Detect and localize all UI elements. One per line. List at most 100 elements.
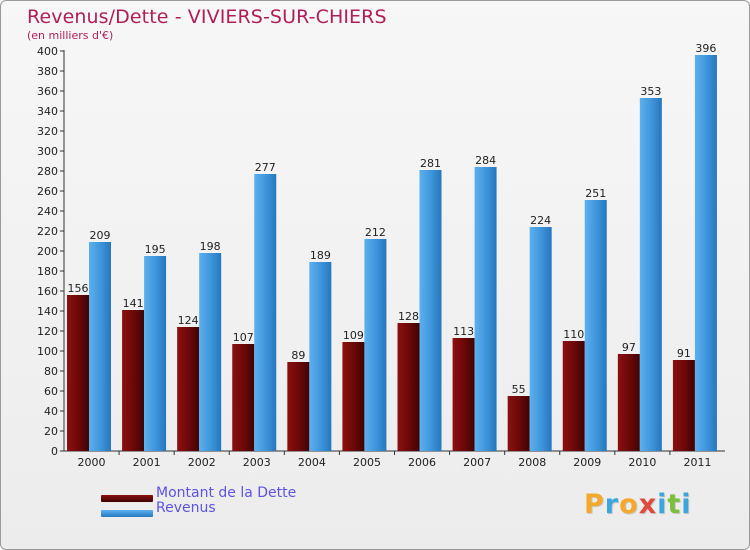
data-label-dette: 113 bbox=[453, 325, 474, 338]
x-tick-label: 2005 bbox=[353, 456, 381, 469]
data-label-dette: 107 bbox=[233, 331, 254, 344]
bar-dette bbox=[287, 362, 310, 451]
logo-letter: t bbox=[667, 489, 682, 520]
y-axis: 0 20 40 60 80 100 120 140 160 180 200 220 240 260 280 3… bbox=[37, 45, 65, 458]
bar-dette bbox=[507, 396, 530, 451]
legend-swatch-dette bbox=[101, 495, 153, 502]
y-tick-label: 160 bbox=[37, 285, 58, 298]
y-tick-label: 180 bbox=[37, 265, 58, 278]
chart-subtitle: (en milliers d'€) bbox=[27, 29, 114, 42]
data-label-revenus: 284 bbox=[475, 154, 496, 167]
bar-revenus bbox=[254, 174, 277, 451]
x-tick-label: 2004 bbox=[298, 456, 326, 469]
data-label-dette: 110 bbox=[563, 328, 584, 341]
y-tick-label: 100 bbox=[37, 345, 58, 358]
data-label-dette: 97 bbox=[622, 341, 636, 354]
y-tick-label: 260 bbox=[37, 185, 58, 198]
chart-title: Revenus/Dette - VIVIERS-SUR-CHIERS bbox=[27, 6, 387, 28]
logo-letter: o bbox=[619, 489, 639, 520]
proxiti-logo: Proxiti bbox=[584, 489, 692, 520]
data-label-dette: 128 bbox=[398, 310, 419, 323]
data-label-dette: 124 bbox=[178, 314, 199, 327]
bar-revenus bbox=[89, 242, 111, 451]
x-tick-label: 2003 bbox=[243, 456, 271, 469]
bar-revenus bbox=[144, 256, 167, 451]
y-tick-label: 60 bbox=[44, 385, 58, 398]
y-tick-label: 280 bbox=[37, 165, 58, 178]
y-tick-label: 20 bbox=[44, 425, 58, 438]
bar-revenus bbox=[474, 167, 497, 451]
y-tick-label: 360 bbox=[37, 85, 58, 98]
x-tick-label: 2008 bbox=[518, 456, 546, 469]
y-tick-label: 400 bbox=[37, 45, 58, 58]
bar-revenus bbox=[694, 55, 717, 451]
y-tick-label: 200 bbox=[37, 245, 58, 258]
logo-letter: r bbox=[604, 489, 620, 520]
x-tick-label: 2002 bbox=[188, 456, 216, 469]
bar-dette bbox=[452, 338, 475, 451]
bar-dette bbox=[67, 295, 89, 451]
bar-dette bbox=[397, 323, 420, 451]
data-label-dette: 55 bbox=[512, 383, 526, 396]
data-label-revenus: 251 bbox=[585, 187, 606, 200]
logo-letter: i bbox=[681, 489, 692, 520]
data-label-revenus: 277 bbox=[255, 161, 276, 174]
legend-item-revenus: Revenus bbox=[101, 500, 216, 517]
data-label-revenus: 195 bbox=[145, 243, 166, 256]
data-label-revenus: 353 bbox=[640, 85, 661, 98]
y-tick-label: 140 bbox=[37, 305, 58, 318]
legend-label-revenus: Revenus bbox=[156, 500, 216, 516]
y-tick-label: 0 bbox=[51, 445, 58, 458]
bar-revenus bbox=[364, 239, 387, 451]
bar-revenus bbox=[529, 227, 552, 451]
data-label-revenus: 189 bbox=[310, 249, 331, 262]
bar-dette bbox=[232, 344, 255, 451]
y-tick-label: 80 bbox=[44, 365, 58, 378]
bar-series: 156 209 141 195 124 198 107 277 89 189 109 212 128 28… bbox=[67, 42, 717, 451]
data-label-revenus: 224 bbox=[530, 214, 551, 227]
y-tick-label: 340 bbox=[37, 105, 58, 118]
data-label-revenus: 212 bbox=[365, 226, 386, 239]
y-tick-label: 120 bbox=[37, 325, 58, 338]
y-tick-label: 380 bbox=[37, 65, 58, 78]
bar-dette bbox=[122, 310, 145, 451]
x-tick-label: 2011 bbox=[683, 456, 711, 469]
x-axis: 2000 2001 2002 2003 2004 2005 2006 2007 2008 2009… bbox=[64, 450, 725, 469]
bar-dette bbox=[177, 327, 200, 451]
bar-revenus bbox=[419, 170, 442, 451]
bar-dette bbox=[562, 341, 585, 451]
data-label-revenus: 209 bbox=[90, 229, 111, 242]
bar-dette bbox=[342, 342, 365, 451]
data-label-dette: 91 bbox=[677, 347, 691, 360]
logo-letter: i bbox=[657, 489, 668, 520]
x-tick-label: 2000 bbox=[78, 456, 106, 469]
legend-item-dette: Montant de la Dette bbox=[101, 485, 296, 502]
logo-letter: x bbox=[638, 489, 658, 520]
legend-label-dette: Montant de la Dette bbox=[156, 485, 297, 501]
data-label-revenus: 198 bbox=[200, 240, 221, 253]
y-tick-label: 40 bbox=[44, 405, 58, 418]
bar-revenus bbox=[309, 262, 332, 451]
y-tick-label: 240 bbox=[37, 205, 58, 218]
logo-letter: P bbox=[584, 489, 605, 520]
data-label-dette: 109 bbox=[343, 329, 364, 342]
x-tick-label: 2010 bbox=[628, 456, 656, 469]
data-label-revenus: 396 bbox=[695, 42, 716, 55]
y-tick-label: 300 bbox=[37, 145, 58, 158]
data-label-dette: 141 bbox=[123, 297, 144, 310]
y-tick-label: 320 bbox=[37, 125, 58, 138]
data-label-dette: 89 bbox=[291, 349, 305, 362]
bar-dette bbox=[672, 360, 695, 451]
bar-revenus bbox=[199, 253, 222, 451]
data-label-dette: 156 bbox=[68, 282, 89, 295]
x-tick-label: 2009 bbox=[573, 456, 601, 469]
bar-revenus bbox=[639, 98, 662, 451]
x-tick-label: 2006 bbox=[408, 456, 436, 469]
x-tick-label: 2007 bbox=[463, 456, 491, 469]
legend-swatch-revenus bbox=[101, 510, 153, 517]
data-label-revenus: 281 bbox=[420, 157, 441, 170]
bar-dette bbox=[617, 354, 640, 451]
y-tick-label: 220 bbox=[37, 225, 58, 238]
